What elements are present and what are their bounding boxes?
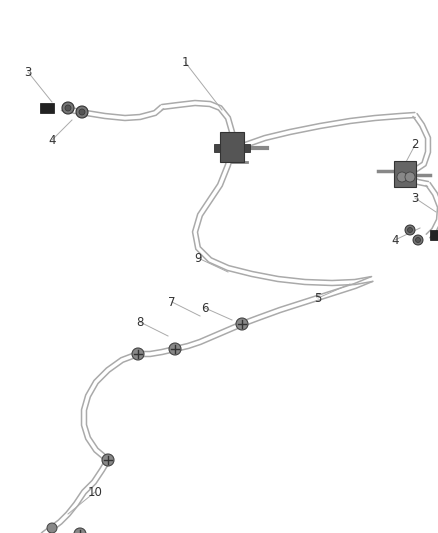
Bar <box>394 161 416 187</box>
Circle shape <box>65 105 71 111</box>
Bar <box>40 103 54 113</box>
Text: 2: 2 <box>411 139 419 151</box>
Circle shape <box>416 238 420 243</box>
Circle shape <box>102 454 114 466</box>
Text: 1: 1 <box>181 55 189 69</box>
Circle shape <box>413 235 423 245</box>
Bar <box>220 132 244 162</box>
Text: 4: 4 <box>391 233 399 246</box>
Bar <box>244 144 250 152</box>
Bar <box>214 144 220 152</box>
Circle shape <box>405 225 415 235</box>
Circle shape <box>236 318 248 330</box>
Circle shape <box>62 102 74 114</box>
Circle shape <box>405 172 415 182</box>
Circle shape <box>47 523 57 533</box>
Text: 3: 3 <box>25 66 32 78</box>
Circle shape <box>74 528 86 533</box>
Circle shape <box>76 106 88 118</box>
Text: 10: 10 <box>88 486 102 498</box>
Text: 8: 8 <box>136 316 144 328</box>
Text: 5: 5 <box>314 292 321 304</box>
Text: 3: 3 <box>411 191 419 205</box>
Text: 9: 9 <box>194 252 202 264</box>
Circle shape <box>407 228 413 232</box>
Text: 6: 6 <box>201 302 209 314</box>
Bar <box>430 230 438 240</box>
Text: 4: 4 <box>48 133 56 147</box>
Circle shape <box>397 172 407 182</box>
Circle shape <box>132 348 144 360</box>
Text: 7: 7 <box>168 295 176 309</box>
Circle shape <box>169 343 181 355</box>
Circle shape <box>79 109 85 115</box>
